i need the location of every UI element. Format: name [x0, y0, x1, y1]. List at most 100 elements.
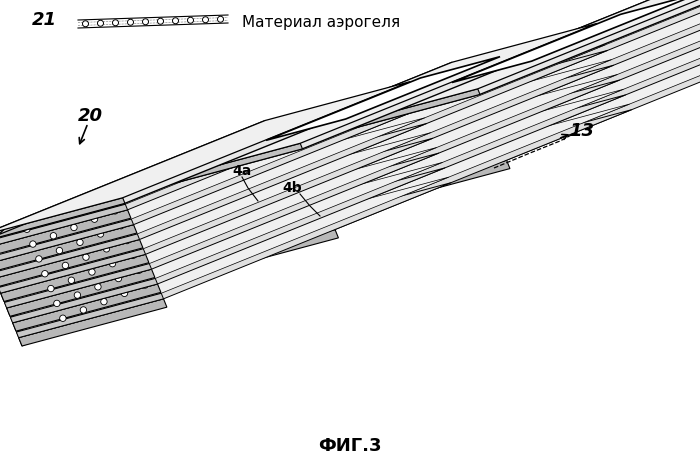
Circle shape [419, 101, 426, 107]
Circle shape [259, 217, 265, 224]
Circle shape [208, 186, 214, 193]
Polygon shape [184, 215, 332, 262]
Polygon shape [350, 130, 498, 178]
Circle shape [83, 21, 88, 27]
Circle shape [645, 27, 651, 33]
Circle shape [277, 175, 284, 182]
Circle shape [56, 247, 62, 254]
Circle shape [276, 141, 283, 148]
Circle shape [250, 169, 256, 176]
Circle shape [290, 118, 297, 125]
Polygon shape [170, 60, 612, 218]
Circle shape [60, 315, 66, 321]
Circle shape [101, 299, 107, 305]
Circle shape [94, 284, 101, 290]
Circle shape [413, 138, 419, 144]
Polygon shape [178, 200, 326, 247]
Circle shape [297, 133, 303, 139]
Circle shape [542, 85, 549, 92]
Text: 20: 20 [78, 107, 102, 125]
Circle shape [307, 129, 314, 135]
Circle shape [229, 178, 235, 184]
Circle shape [127, 19, 134, 25]
Circle shape [167, 168, 174, 174]
Polygon shape [337, 0, 700, 140]
Circle shape [453, 122, 459, 128]
Polygon shape [354, 9, 700, 179]
Circle shape [531, 56, 537, 62]
Circle shape [71, 224, 77, 231]
Circle shape [329, 120, 335, 126]
Polygon shape [1, 254, 149, 301]
Circle shape [121, 290, 127, 297]
Circle shape [177, 251, 183, 257]
Polygon shape [190, 110, 631, 268]
Polygon shape [362, 68, 690, 207]
Circle shape [247, 187, 253, 194]
Polygon shape [0, 103, 419, 258]
Circle shape [425, 168, 431, 174]
Circle shape [232, 245, 238, 252]
Circle shape [440, 144, 447, 150]
Polygon shape [6, 153, 439, 308]
Polygon shape [335, 0, 700, 134]
Polygon shape [19, 183, 451, 338]
Polygon shape [347, 125, 495, 170]
Polygon shape [164, 83, 463, 209]
Polygon shape [155, 24, 597, 182]
Circle shape [385, 132, 392, 138]
Polygon shape [0, 94, 415, 249]
Circle shape [139, 214, 145, 220]
Circle shape [118, 222, 124, 229]
Polygon shape [335, 3, 662, 140]
Circle shape [465, 151, 471, 158]
Text: 21: 21 [32, 11, 57, 29]
Circle shape [574, 38, 580, 45]
Polygon shape [155, 62, 454, 187]
Circle shape [268, 214, 274, 220]
Circle shape [438, 145, 444, 152]
Polygon shape [184, 134, 484, 262]
Circle shape [294, 186, 300, 192]
Circle shape [279, 209, 286, 215]
Circle shape [227, 196, 233, 202]
Polygon shape [344, 116, 492, 163]
Polygon shape [13, 284, 161, 331]
Circle shape [661, 3, 667, 9]
Circle shape [97, 231, 104, 237]
Polygon shape [337, 8, 666, 148]
Polygon shape [0, 87, 412, 242]
Circle shape [564, 77, 570, 83]
Circle shape [527, 109, 533, 115]
Circle shape [533, 124, 540, 130]
Circle shape [83, 254, 89, 260]
Circle shape [472, 97, 478, 103]
Circle shape [150, 244, 157, 250]
Circle shape [302, 148, 309, 154]
Circle shape [239, 226, 245, 232]
Circle shape [54, 300, 60, 307]
Circle shape [232, 211, 239, 217]
Circle shape [666, 18, 673, 24]
Circle shape [346, 164, 353, 171]
Circle shape [422, 169, 428, 175]
Circle shape [249, 135, 256, 141]
Circle shape [85, 201, 92, 208]
Circle shape [319, 158, 326, 165]
Circle shape [505, 118, 512, 124]
Polygon shape [188, 224, 335, 268]
Polygon shape [6, 269, 155, 317]
Circle shape [559, 62, 565, 68]
Polygon shape [16, 177, 449, 332]
Circle shape [598, 97, 604, 104]
Polygon shape [160, 155, 309, 203]
Circle shape [172, 18, 178, 24]
Circle shape [309, 162, 315, 169]
Circle shape [486, 143, 492, 149]
Polygon shape [350, 0, 700, 170]
Circle shape [478, 112, 484, 118]
Circle shape [414, 86, 420, 92]
Circle shape [403, 176, 410, 183]
Polygon shape [178, 119, 478, 247]
Polygon shape [0, 147, 279, 272]
